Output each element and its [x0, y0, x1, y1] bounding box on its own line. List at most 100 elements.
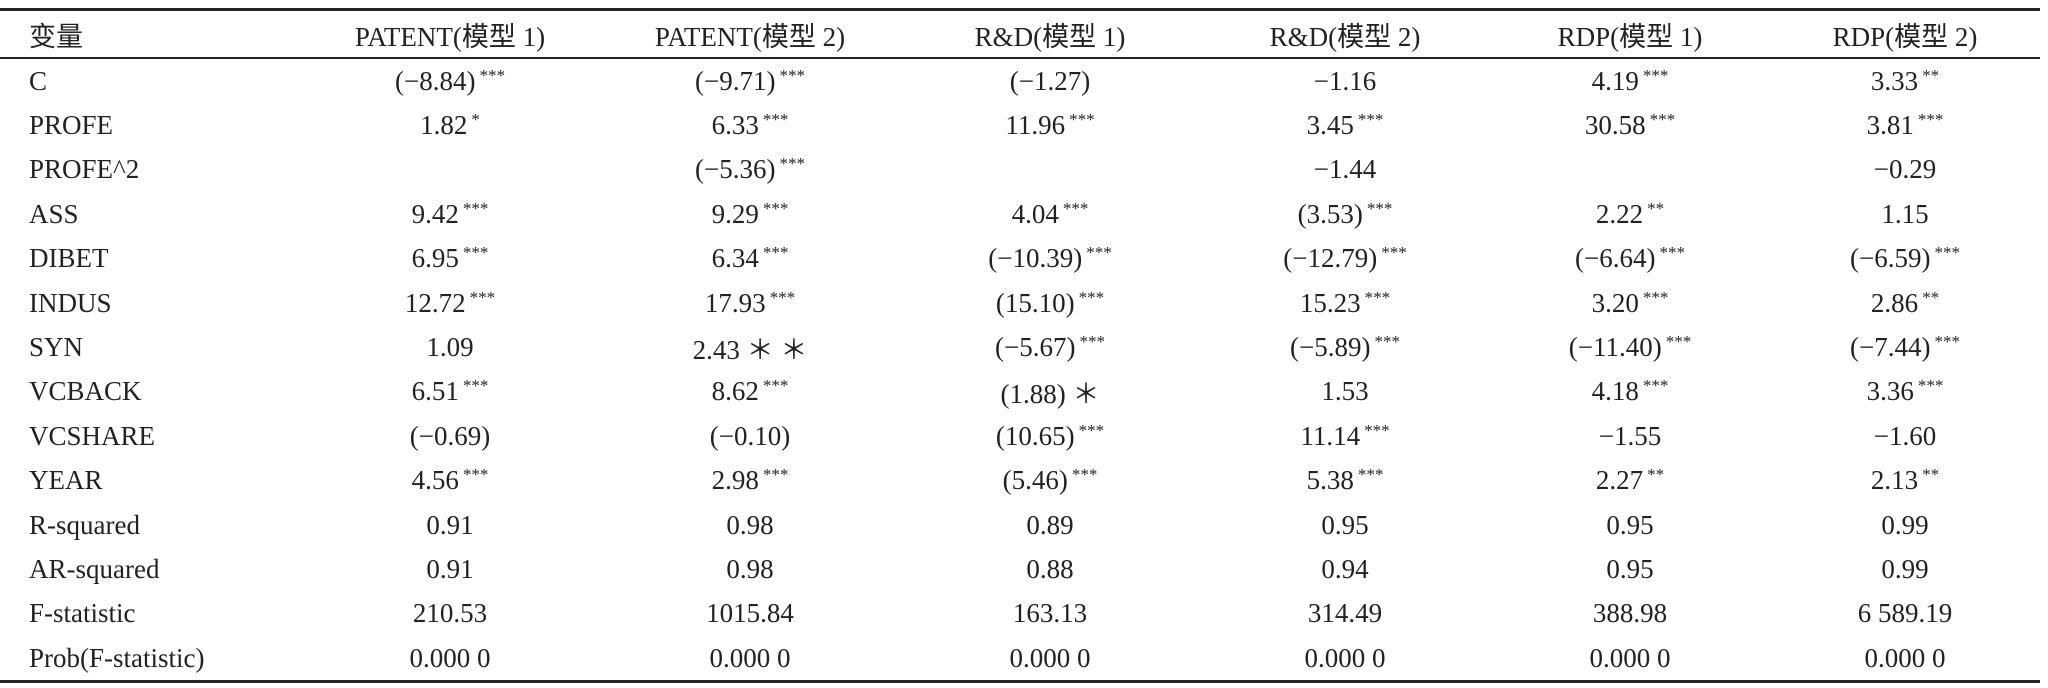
cell: 0.000 0	[709, 642, 791, 673]
significance: ***	[1364, 287, 1391, 307]
cell: 4.04 ***	[900, 192, 1200, 236]
cell-value: 30.58	[1584, 110, 1646, 141]
cell: 9.42 ***	[300, 192, 600, 236]
column-header: 变量	[29, 21, 83, 52]
table-row: F-statistic 210.53 1015.84 163.13 314.49 388.…	[0, 592, 2040, 636]
significance: ***	[1078, 287, 1105, 307]
cell: (−8.84) ***	[300, 58, 600, 103]
cell: 3.33 **	[1770, 58, 2040, 103]
cell: 4.56 ***	[300, 459, 600, 503]
cell: −1.44	[1313, 154, 1377, 185]
cell-value: (−5.89)	[1290, 332, 1371, 363]
cell-value: 6.51	[411, 376, 459, 407]
empty-cell	[300, 148, 600, 192]
cell: 0.95	[1606, 553, 1654, 584]
significance: ***	[1934, 243, 1960, 263]
cell: (−5.67) ***	[900, 325, 1200, 369]
column-header: PATENT(模型 2)	[654, 21, 846, 52]
cell-value: (10.65)	[995, 420, 1075, 451]
cell-value: (−5.36)	[695, 154, 776, 185]
significance: ***	[1069, 110, 1095, 130]
cell-value: (−12.79)	[1283, 243, 1378, 274]
cell: 2.43 ＊ ＊	[692, 335, 808, 366]
significance: ***	[1078, 420, 1105, 440]
cell: 0.91	[426, 553, 474, 584]
significance: ***	[1642, 65, 1669, 85]
significance: ***	[1649, 110, 1676, 130]
row-label: AR-squared	[29, 553, 160, 584]
significance: ***	[762, 465, 789, 485]
significance: **	[1922, 65, 1940, 85]
cell-value: 2.98	[711, 465, 759, 496]
table-row: AR-squared 0.91 0.98 0.88 0.94 0.95 0.99	[0, 547, 2040, 591]
table-row: YEAR 4.56 *** 2.98 *** (5.46) *** 5.38 *** 2.27 **…	[0, 459, 2040, 503]
cell: 6 589.19	[1857, 598, 1953, 629]
significance: ***	[769, 287, 796, 307]
cell: (1.88) ＊	[1000, 379, 1100, 410]
cell: 2.27 **	[1490, 459, 1770, 503]
significance: ***	[1934, 332, 1960, 352]
cell: 0.91	[426, 509, 474, 540]
table-row: DIBET 6.95 *** 6.34 *** (−10.39) *** (−12.79) **…	[0, 237, 2040, 281]
cell: 3.81 ***	[1770, 103, 2040, 147]
table-row: ASS 9.42 *** 9.29 *** 4.04 *** (3.53) *** 2.22 ** 1…	[0, 192, 2040, 236]
column-header: R&D(模型 2)	[1269, 21, 1421, 52]
significance: ***	[1381, 243, 1407, 263]
cell: (−1.27)	[1009, 65, 1091, 96]
cell-value: (−10.39)	[988, 243, 1083, 274]
cell: 0.89	[1026, 509, 1074, 540]
cell-value: 3.45	[1306, 110, 1354, 141]
row-label: Prob(F-statistic)	[29, 642, 205, 673]
cell: 8.62 ***	[600, 370, 900, 414]
cell-value: 8.62	[711, 376, 759, 407]
cell: 4.18 ***	[1490, 370, 1770, 414]
cell: 2.86 **	[1770, 281, 2040, 325]
cell: (−5.36) ***	[600, 148, 900, 192]
cell-value: 6.95	[411, 243, 459, 274]
cell: (−9.71) ***	[600, 58, 900, 103]
cell-value: 4.04	[1011, 198, 1059, 229]
significance: ***	[779, 65, 805, 85]
row-label: ASS	[29, 198, 79, 229]
cell: 0.95	[1321, 509, 1369, 540]
cell: (10.65) ***	[900, 414, 1200, 458]
cell: 9.29 ***	[600, 192, 900, 236]
significance: ***	[479, 65, 505, 85]
significance: ***	[1917, 110, 1944, 130]
cell-value: 2.13	[1870, 465, 1919, 496]
table-row: PROFE^2 (−5.36) *** −1.44 −0.29	[0, 148, 2040, 192]
cell: 388.98	[1592, 598, 1668, 629]
cell: 0.95	[1606, 509, 1654, 540]
cell-value: 15.23	[1299, 287, 1361, 318]
cell: (15.10) ***	[900, 281, 1200, 325]
significance: ***	[762, 376, 789, 396]
cell: 2.13 **	[1770, 459, 2040, 503]
cell: (3.53) ***	[1200, 192, 1490, 236]
cell: (−6.64) ***	[1490, 237, 1770, 281]
cell-value: 3.81	[1866, 110, 1914, 141]
cell-value: 6.34	[711, 243, 759, 274]
table-row: INDUS 12.72 *** 17.93 *** (15.10) *** 15.23 *** 3…	[0, 281, 2040, 325]
cell-value: (15.10)	[995, 287, 1075, 318]
cell: 0.94	[1321, 553, 1369, 584]
cell-value: (−7.44)	[1850, 332, 1931, 363]
row-label: F-statistic	[29, 598, 136, 629]
cell: (−0.10)	[709, 420, 791, 451]
cell: (−11.40) ***	[1490, 325, 1770, 369]
column-header: R&D(模型 1)	[974, 21, 1126, 52]
table-row: Prob(F-statistic) 0.000 0 0.000 0 0.000 0 0.…	[0, 636, 2040, 682]
cell: 1.53	[1321, 376, 1369, 407]
cell-value: 2.22	[1595, 198, 1644, 229]
cell: 6.95 ***	[300, 237, 600, 281]
cell: 0.99	[1881, 553, 1929, 584]
cell: 0.000 0	[1589, 642, 1671, 673]
table-row: C (−8.84) *** (−9.71) *** (−1.27) −1.16 4.19 ***…	[0, 58, 2040, 103]
cell: −1.16	[1313, 65, 1377, 96]
row-label: VCSHARE	[29, 420, 156, 451]
cell: 5.38 ***	[1200, 459, 1490, 503]
cell: 0.99	[1881, 509, 1929, 540]
cell: 0.000 0	[1304, 642, 1386, 673]
significance: ***	[779, 154, 805, 174]
significance: ***	[1357, 110, 1384, 130]
cell: (−0.69)	[409, 420, 491, 451]
